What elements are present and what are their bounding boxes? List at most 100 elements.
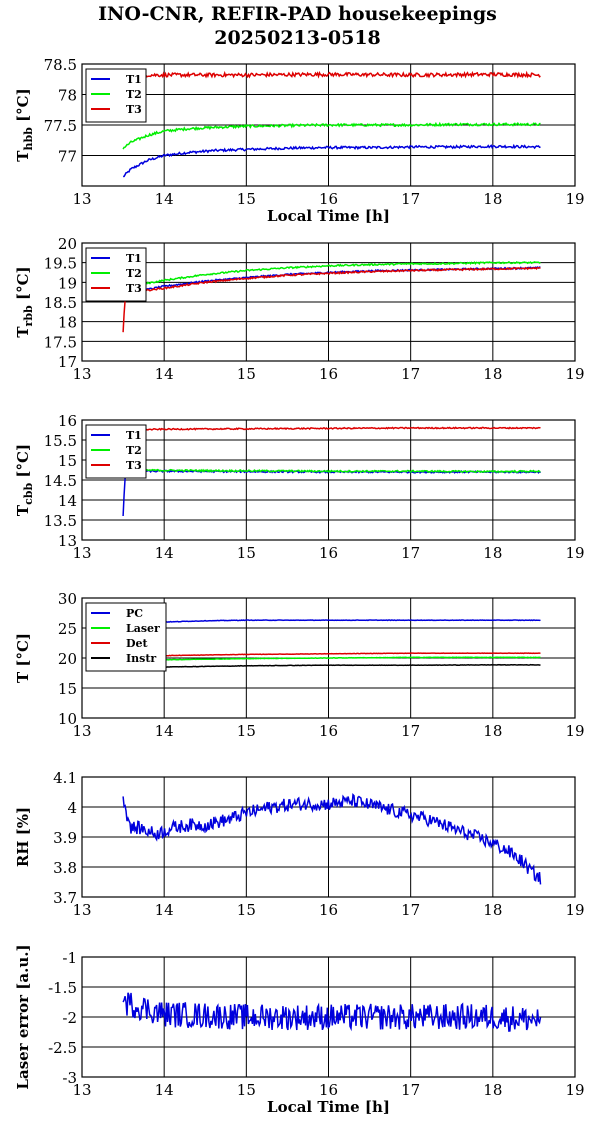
y-tick-label: 15 <box>58 680 77 698</box>
legend-label-t2: T2 <box>126 444 142 457</box>
x-tick-label: 17 <box>401 722 420 740</box>
x-tick-label: 18 <box>483 190 502 208</box>
x-tick-label: 16 <box>319 901 338 919</box>
legend-box <box>85 247 147 302</box>
x-tick-label: 15 <box>237 901 256 919</box>
x-tick-label: 14 <box>155 365 174 383</box>
series-line-t3 <box>127 426 541 432</box>
legend-label-det: Det <box>126 637 149 650</box>
legend-box <box>85 602 167 672</box>
legend: T1 T2 T3 <box>85 247 147 302</box>
legend-label-t1: T1 <box>126 252 142 265</box>
plot-frame <box>81 242 576 362</box>
y-tick-label: 18.5 <box>44 294 77 312</box>
figure-title: INO-CNR, REFIR-PAD housekeepings 2025021… <box>0 2 595 50</box>
y-axis-label: RH [%] <box>14 807 32 867</box>
x-tick-label: 16 <box>319 544 338 562</box>
x-tick-label: 14 <box>155 544 174 562</box>
y-tick-label: 19 <box>58 274 77 292</box>
x-tick-label: 17 <box>401 544 420 562</box>
y-tick-label: 3.7 <box>53 889 77 907</box>
x-tick-label: 15 <box>237 722 256 740</box>
y-axis-label: Trbb [°C] <box>14 266 35 337</box>
legend: T1 T2 T3 <box>85 424 147 479</box>
x-tick-label: 17 <box>401 190 420 208</box>
y-tick-label: 77.5 <box>44 117 77 135</box>
x-tick-label: 18 <box>483 901 502 919</box>
x-tick-label: 13 <box>72 901 91 919</box>
legend-label-pc: PC <box>126 607 143 620</box>
legend-label-t3: T3 <box>126 103 142 116</box>
y-tick-label: -2.5 <box>48 1039 77 1057</box>
x-tick-label: 19 <box>565 544 584 562</box>
y-tick-label: 78 <box>58 87 77 105</box>
y-tick-label: 19.5 <box>44 255 77 273</box>
y-tick-label: -2 <box>62 1009 77 1027</box>
legend-label-laser: Laser <box>126 622 160 635</box>
legend-box <box>85 424 147 479</box>
series-line-instr <box>127 663 541 670</box>
y-axis-label: Laser error [a.u.] <box>14 944 32 1089</box>
legend-label-t3: T3 <box>126 459 142 472</box>
y-tick-label: 18 <box>58 314 77 332</box>
series-line-laser <box>127 656 541 662</box>
legend: T1 T2 T3 <box>85 68 147 123</box>
x-tick-label: 19 <box>565 901 584 919</box>
y-axis-label-main: T <box>14 150 32 162</box>
x-axis-label: Local Time [h] <box>267 1098 390 1116</box>
y-tick-label: 14 <box>58 492 77 510</box>
x-tick-label: 18 <box>483 1081 502 1099</box>
y-tick-label: 3.8 <box>53 859 77 877</box>
y-tick-label: 20 <box>58 235 77 253</box>
legend-box <box>85 68 147 123</box>
x-tick-label: 14 <box>155 1081 174 1099</box>
y-tick-label: 3.9 <box>53 829 77 847</box>
x-tick-label: 15 <box>237 544 256 562</box>
x-tick-label: 18 <box>483 544 502 562</box>
y-axis-label-main: T <box>14 504 32 516</box>
legend-label-t1: T1 <box>126 429 142 442</box>
y-tick-label: 13.5 <box>44 512 77 530</box>
y-tick-label: 15 <box>58 452 77 470</box>
y-tick-label: 78.5 <box>44 56 77 74</box>
x-tick-label: 16 <box>319 190 338 208</box>
x-tick-label: 19 <box>565 1081 584 1099</box>
x-tick-label: 17 <box>401 901 420 919</box>
plot-frame <box>81 776 576 898</box>
plot-frame <box>81 597 576 719</box>
y-tick-label: 20 <box>58 650 77 668</box>
chart-panel-1: 77 77.5 78 78.5 13 14 15 16 17 18 19 Local Time [h]… <box>14 56 585 225</box>
y-tick-label: -3 <box>62 1069 77 1087</box>
y-axis-label-unit: [°C] <box>14 88 32 127</box>
legend-label-instr: Instr <box>126 652 156 665</box>
legend-label-t3: T3 <box>126 282 142 295</box>
x-tick-label: 16 <box>319 365 338 383</box>
y-tick-label: 17.5 <box>44 333 77 351</box>
series-line-det <box>127 652 541 658</box>
y-tick-label: -1 <box>62 949 77 967</box>
x-tick-label: 17 <box>401 365 420 383</box>
y-tick-label: 4.1 <box>53 769 77 787</box>
y-tick-label: 13 <box>58 532 77 550</box>
figure-title-line2: 20250213-0518 <box>214 27 381 49</box>
x-axis-label: Local Time [h] <box>267 207 390 225</box>
x-tick-label: 18 <box>483 365 502 383</box>
y-axis-label-subscript: cbb <box>22 483 35 505</box>
series-line-t2 <box>126 468 541 474</box>
chart-panel-4: 10 15 20 25 30 13 14 15 16 17 18 19 T [°C] PC Laser Det… <box>14 590 585 740</box>
y-tick-label: 30 <box>58 590 77 608</box>
y-tick-label: -1.5 <box>48 979 77 997</box>
y-tick-label: 17 <box>58 353 77 371</box>
series-line-t1 <box>123 143 541 178</box>
y-tick-label: 15.5 <box>44 432 77 450</box>
series-line-pc <box>127 619 541 625</box>
y-axis-label-subscript: rbb <box>22 305 35 326</box>
x-tick-label: 14 <box>155 722 174 740</box>
y-axis-label-subscript: hbb <box>22 127 35 151</box>
legend-label-t2: T2 <box>126 267 142 280</box>
y-tick-label: 16 <box>58 412 77 430</box>
y-tick-label: 4 <box>67 799 77 817</box>
x-tick-label: 19 <box>565 722 584 740</box>
